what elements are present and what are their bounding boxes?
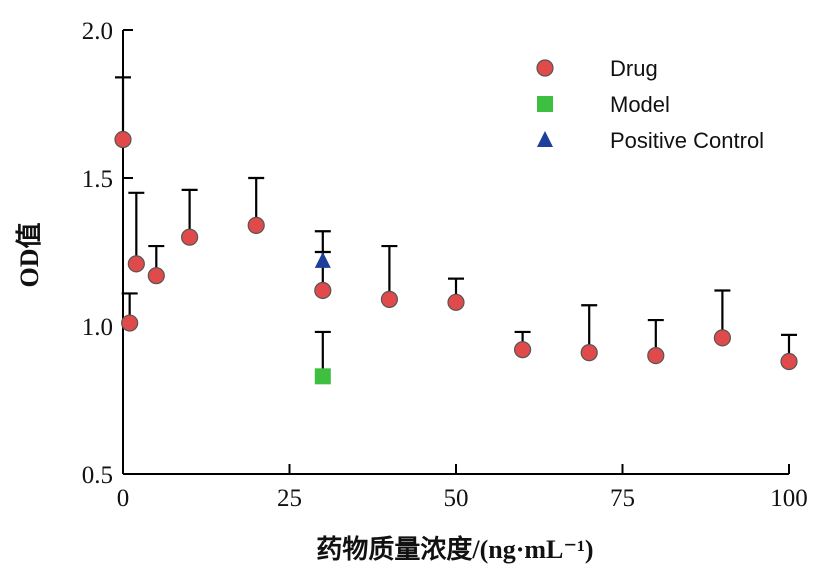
y-tick-label: 0.5	[82, 462, 113, 489]
plot-area	[122, 30, 789, 475]
y-tick-label: 2.0	[82, 18, 113, 45]
drug-point	[127, 255, 145, 273]
drug-point	[314, 281, 332, 300]
drug-point	[513, 341, 532, 359]
legend-label-model: Model	[610, 92, 670, 117]
legend-marker-drug	[536, 59, 554, 77]
y-tick-label: 1.0	[82, 314, 113, 341]
drug-point	[114, 130, 132, 149]
legend-label-drug: Drug	[610, 56, 658, 81]
legend-label-positive-control: Positive Control	[610, 128, 764, 153]
drug-point	[580, 344, 598, 362]
x-tick-label: 100	[770, 485, 808, 512]
x-tick-label: 50	[444, 485, 469, 512]
legend-marker-model	[537, 96, 553, 112]
drug-point	[713, 329, 732, 347]
x-axis-label: 药物质量浓度/(ng·mL⁻¹)	[316, 534, 593, 564]
legend-marker-positive-control	[537, 131, 553, 147]
x-axis-ticks: 0 25 50 75 100	[117, 464, 808, 512]
x-tick-label: 25	[277, 485, 302, 512]
x-tick-label: 0	[117, 485, 130, 512]
drug-point	[181, 228, 199, 246]
x-tick-label: 75	[610, 485, 635, 512]
y-tick-label: 1.5	[82, 166, 113, 193]
drug-point	[647, 347, 665, 365]
y-axis-ticks: 0.5 1.0 1.5 2.0	[82, 18, 133, 489]
drug-point	[447, 293, 465, 311]
drug-point	[147, 267, 165, 285]
positive-control-point	[314, 251, 331, 268]
drug-point	[780, 352, 798, 371]
data-marks	[114, 76, 798, 385]
drug-point	[121, 314, 139, 332]
drug-point	[247, 216, 265, 234]
model-point	[314, 368, 331, 385]
drug-point	[380, 290, 398, 308]
y-axis-label: OD值	[15, 222, 44, 287]
legend: Drug Model Positive Control	[536, 56, 764, 153]
